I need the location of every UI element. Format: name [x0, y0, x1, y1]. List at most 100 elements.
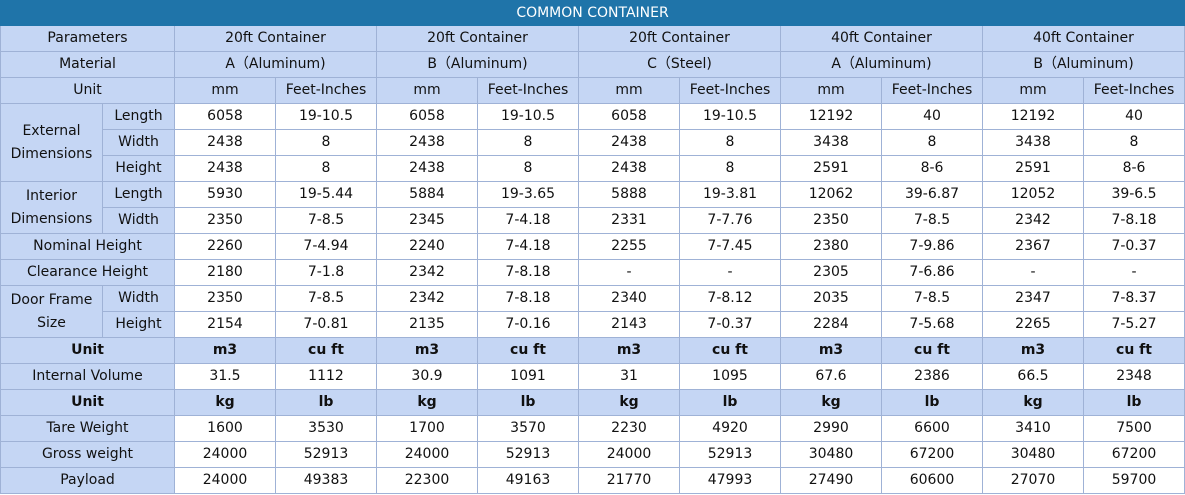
table-cell: 2342	[982, 207, 1084, 234]
table-cell: 30480	[982, 441, 1084, 468]
unit-cell: lb	[477, 389, 579, 416]
table-cell: 31.5	[174, 363, 276, 390]
unit-cell: Feet-Inches	[477, 77, 579, 104]
unit-cell: Feet-Inches	[275, 77, 377, 104]
table-cell: 2154	[174, 311, 276, 338]
door-frame-height-row: Height 2154 7-0.81 2135 7-0.16 2143 7-0.…	[1, 311, 1185, 338]
table-cell: 30480	[780, 441, 882, 468]
unit-cell: kg	[982, 389, 1084, 416]
table-cell: 2255	[578, 233, 680, 260]
unit-cell: lb	[881, 389, 983, 416]
unit-cell: kg	[780, 389, 882, 416]
table-cell: 7-4.18	[477, 207, 579, 234]
material-row: Material A（Aluminum) B（Aluminum) C（Steel…	[0, 51, 1185, 78]
table-cell: 2350	[780, 207, 882, 234]
table-cell: 8	[275, 129, 377, 156]
table-cell: 24000	[174, 467, 276, 494]
table-cell: 6058	[174, 103, 276, 130]
table-cell: 7-0.37	[1082, 233, 1185, 260]
table-cell: 2348	[1082, 363, 1185, 390]
clearance-height-label: Clearance Height	[0, 259, 175, 286]
material-label: Material	[0, 51, 175, 78]
material-cell: A（Aluminum)	[780, 51, 983, 78]
table-cell: 12192	[982, 103, 1084, 130]
external-width-label: Width	[102, 129, 175, 156]
table-cell: 2340	[578, 285, 680, 312]
unit-cell: cu ft	[679, 337, 781, 364]
table-cell: 7-8.18	[1082, 207, 1185, 234]
table-cell: 2135	[376, 311, 478, 338]
external-height-label: Height	[102, 155, 175, 182]
table-cell: 3530	[275, 415, 377, 442]
unit-cell: Feet-Inches	[1082, 77, 1185, 104]
table-cell: 7-8.5	[881, 285, 983, 312]
table-cell: -	[1082, 259, 1185, 286]
table-cell: 7-7.45	[679, 233, 781, 260]
table-cell: 7-0.16	[477, 311, 579, 338]
table-cell: 1112	[275, 363, 377, 390]
table-cell: 1600	[174, 415, 276, 442]
table-cell: 7-9.86	[881, 233, 983, 260]
unit-cell: m3	[982, 337, 1084, 364]
unit-cell: cu ft	[275, 337, 377, 364]
table-cell: 1091	[477, 363, 579, 390]
unit-cell: lb	[679, 389, 781, 416]
table-cell: 19-3.81	[679, 181, 781, 208]
table-cell: 2350	[174, 285, 276, 312]
table-cell: 7-8.5	[275, 285, 377, 312]
table-cell: 40	[1082, 103, 1185, 130]
table-cell: 19-3.65	[477, 181, 579, 208]
unit-cell: Feet-Inches	[881, 77, 983, 104]
table-cell: 3438	[780, 129, 882, 156]
nominal-height-row: Nominal Height 2260 7-4.94 2240 7-4.18 2…	[0, 233, 1185, 260]
table-cell: 27070	[982, 467, 1084, 494]
table-cell: 2260	[174, 233, 276, 260]
table-cell: 2350	[174, 207, 276, 234]
column-header-40ft-a: 40ft Container	[780, 25, 983, 52]
table-cell: 8	[477, 155, 579, 182]
door-frame-height-label: Height	[102, 311, 175, 338]
table-cell: 5888	[578, 181, 680, 208]
interior-width-label: Width	[102, 207, 175, 234]
nominal-height-label: Nominal Height	[0, 233, 175, 260]
table-cell: 39-6.5	[1082, 181, 1185, 208]
internal-volume-row: Internal Volume 31.5 1112 30.9 1091 31 1…	[0, 363, 1185, 390]
tare-weight-label: Tare Weight	[0, 415, 175, 442]
table-cell: 2438	[578, 129, 680, 156]
interior-dimensions-label: Interior Dimensions	[0, 181, 103, 234]
table-cell: 2990	[780, 415, 882, 442]
unit-cell: m3	[578, 337, 680, 364]
table-cell: 4920	[679, 415, 781, 442]
table-cell: 7-0.37	[679, 311, 781, 338]
table-cell: 12192	[780, 103, 882, 130]
table-cell: 12062	[780, 181, 882, 208]
unit-cell: mm	[376, 77, 478, 104]
table-cell: 60600	[881, 467, 983, 494]
table-cell: 67.6	[780, 363, 882, 390]
table-cell: 8	[477, 129, 579, 156]
table-cell: 2230	[578, 415, 680, 442]
table-cell: 2345	[376, 207, 478, 234]
external-height-row: Height 2438 8 2438 8 2438 8 2591 8-6 259…	[1, 155, 1185, 182]
unit-cell: mm	[578, 77, 680, 104]
unit-cell: m3	[174, 337, 276, 364]
table-cell: 7-4.94	[275, 233, 377, 260]
table-cell: 2591	[780, 155, 882, 182]
table-cell: 7-8.18	[477, 285, 579, 312]
external-dimensions-label: External Dimensions	[0, 103, 103, 182]
unit-cell: cu ft	[477, 337, 579, 364]
interior-width-row: Width 2350 7-8.5 2345 7-4.18 2331 7-7.76…	[1, 207, 1185, 234]
volume-unit-row: Unit m3 cu ft m3 cu ft m3 cu ft m3 cu ft…	[0, 337, 1185, 364]
table-cell: 2143	[578, 311, 680, 338]
unit-cell: lb	[275, 389, 377, 416]
table-cell: 7-4.18	[477, 233, 579, 260]
column-header-20ft-a: 20ft Container	[174, 25, 377, 52]
unit-cell: m3	[780, 337, 882, 364]
table-cell: 19-10.5	[275, 103, 377, 130]
table-cell: 8-6	[881, 155, 983, 182]
table-cell: 52913	[679, 441, 781, 468]
table-cell: 2380	[780, 233, 882, 260]
table-cell: 2386	[881, 363, 983, 390]
table-cell: 2591	[982, 155, 1084, 182]
table-cell: 2305	[780, 259, 882, 286]
